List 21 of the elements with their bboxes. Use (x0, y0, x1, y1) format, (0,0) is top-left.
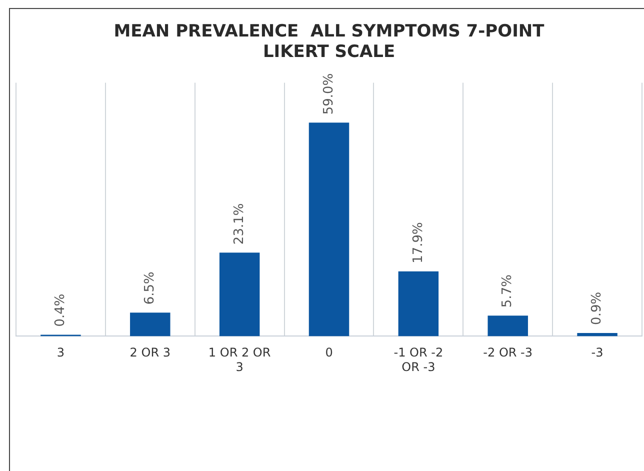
x-tick-label: -3 (591, 346, 604, 360)
bar (577, 332, 618, 336)
bar (488, 316, 528, 336)
data-label: 59.0% (321, 73, 336, 115)
data-label: 5.7% (500, 274, 516, 308)
x-tick-label: 0 (325, 346, 333, 360)
data-label: 0.9% (590, 292, 605, 325)
bar (130, 312, 170, 336)
x-tick-label: -1 OR -2 OR -3 (394, 346, 444, 374)
bar (308, 122, 350, 336)
data-label: 23.1% (232, 203, 247, 245)
data-label: 17.9% (410, 222, 426, 264)
data-label: 0.4% (53, 294, 68, 327)
x-tick-label: 3 (56, 346, 65, 360)
bar (398, 271, 439, 336)
bar (219, 252, 260, 336)
x-tick-label: -2 OR -3 (483, 346, 533, 360)
chart-title: MEAN PREVALENCE ALL SYMPTOMS 7-POINT LIKERT SCALE (114, 22, 545, 62)
x-tick-label: 2 OR 3 (130, 346, 170, 360)
data-label: 6.5% (142, 272, 158, 305)
x-tick-label: 1 OR 2 OR 3 (208, 346, 271, 374)
